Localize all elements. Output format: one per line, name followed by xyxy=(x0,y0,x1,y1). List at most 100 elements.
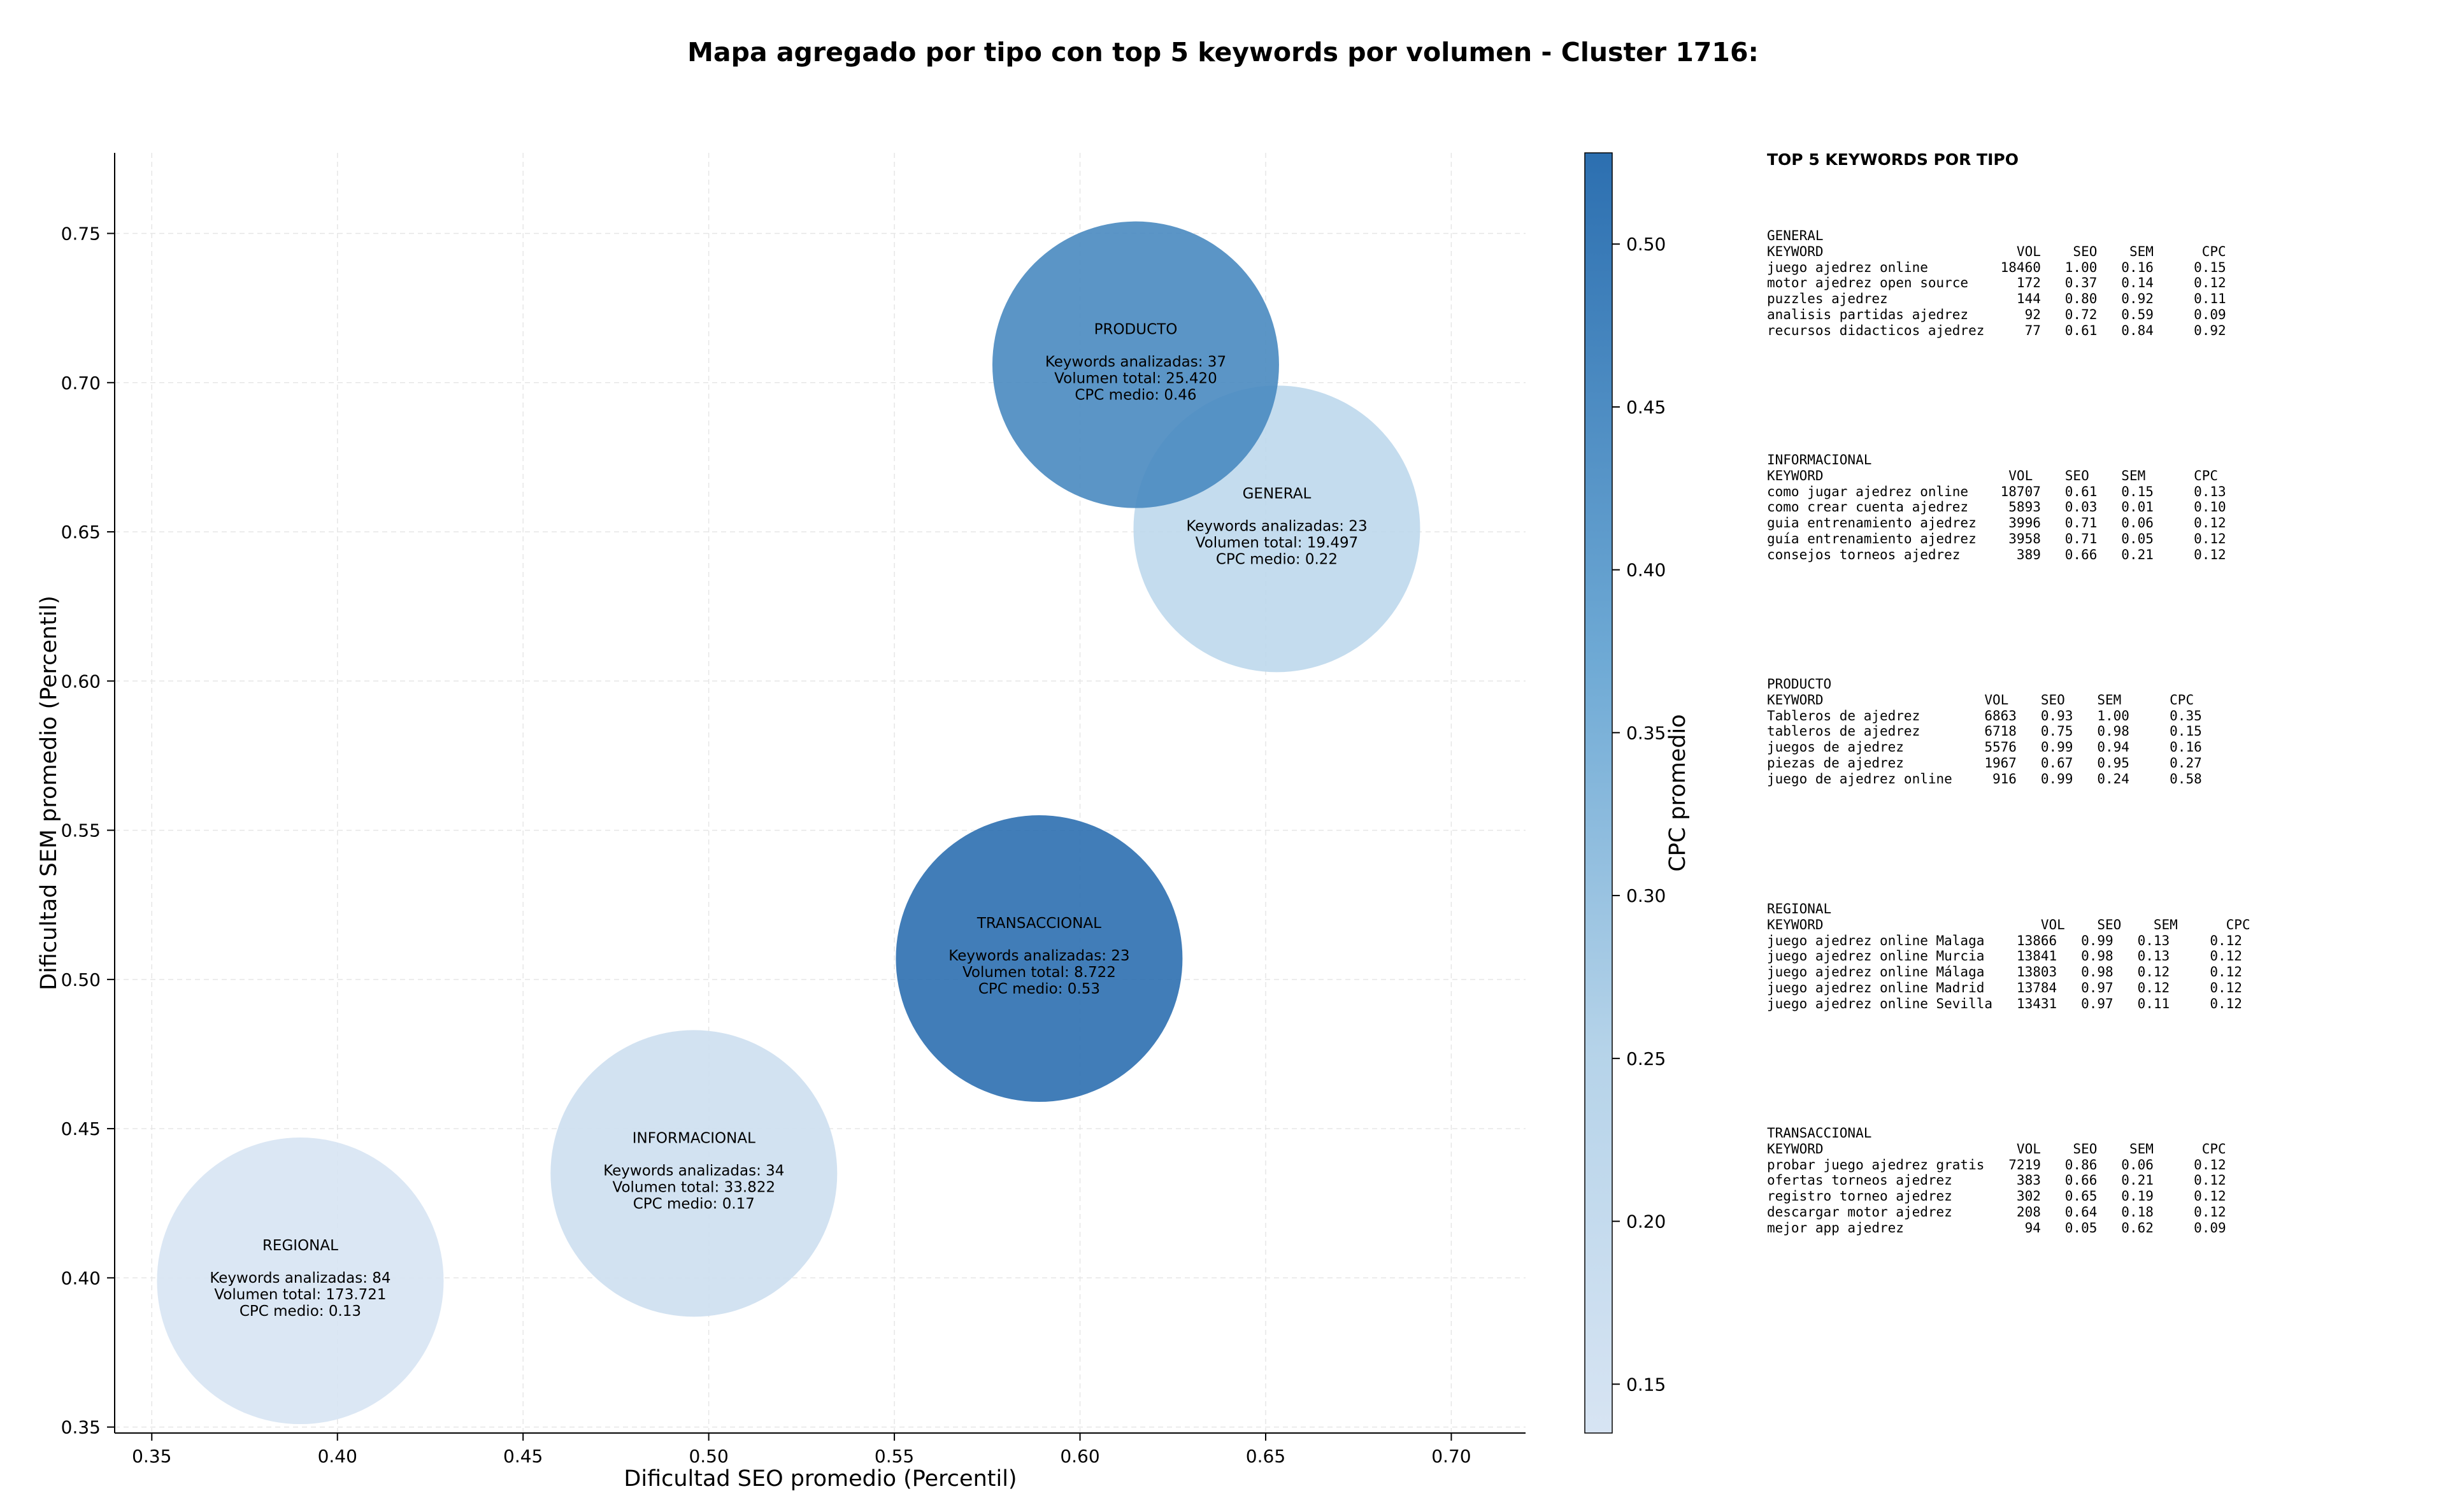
keyword-table-row: juego ajedrez online Murcia 13841 0.98 0… xyxy=(1767,948,2242,964)
colorbar-ticks: 0.15 0.20 0.25 0.30 0.35 0.40 0.45 0.50 xyxy=(1612,234,1666,1395)
keyword-table-row: recursos didacticos ajedrez 77 0.61 0.84… xyxy=(1767,322,2226,338)
bubble-label-cpc-label: CPC medio: 0.53 xyxy=(978,981,1100,997)
keyword-table-row: guía entrenamiento ajedrez 3958 0.71 0.0… xyxy=(1767,531,2226,546)
keyword-table-row: juego ajedrez online Malaga 13866 0.99 0… xyxy=(1767,932,2242,948)
y-tick-label: 0.55 xyxy=(61,820,101,841)
x-tick-label: 0.65 xyxy=(1246,1446,1285,1467)
keyword-table-row: descargar motor ajedrez 208 0.64 0.18 0.… xyxy=(1767,1204,2226,1220)
y-axis-label: Dificultad SEM promedio (Percentil) xyxy=(36,596,62,990)
y-ticks: 0.35 0.40 0.45 0.50 0.55 0.60 0.65 0.70 0.75 xyxy=(61,224,115,1438)
keyword-table-row: como jugar ajedrez online 18707 0.61 0.1… xyxy=(1767,483,2226,499)
keyword-table-row: juego ajedrez online Málaga 13803 0.98 0… xyxy=(1767,964,2242,980)
keyword-block-type: REGIONAL xyxy=(1767,901,1832,916)
bubble-label-name: INFORMACIONAL xyxy=(633,1130,755,1146)
x-ticks: 0.35 0.40 0.45 0.50 0.55 0.60 0.65 0.70 xyxy=(132,1433,1471,1467)
bubble-label-keywords-label: Keywords analizadas: 23 xyxy=(1186,518,1367,534)
x-axis-label: Dificultad SEO promedio (Percentil) xyxy=(624,1466,1017,1492)
y-tick-label: 0.50 xyxy=(61,969,101,990)
bubble-informacional xyxy=(550,1030,838,1317)
bubble-label-volume-label: Volumen total: 8.722 xyxy=(962,964,1116,981)
bubble-label-keywords-label: Keywords analizadas: 23 xyxy=(948,948,1129,964)
x-tick-label: 0.70 xyxy=(1431,1446,1471,1467)
x-tick-label: 0.35 xyxy=(132,1446,171,1467)
keyword-block-type: PRODUCTO xyxy=(1767,676,1832,692)
y-tick-label: 0.75 xyxy=(61,224,101,245)
bubble-label-keywords-label: Keywords analizadas: 84 xyxy=(210,1270,390,1287)
y-tick-label: 0.35 xyxy=(61,1417,101,1438)
bubble-label-keywords-label: Keywords analizadas: 37 xyxy=(1045,354,1226,371)
keyword-block-transaccional: TRANSACCIONAL KEYWORD VOL SEO SEM CPC prob… xyxy=(1767,1125,2226,1236)
keyword-block-producto: PRODUCTO KEYWORD VOL SEO SEM CPC Tableros … xyxy=(1767,676,2202,787)
colorbar-tick-label: 0.20 xyxy=(1626,1211,1666,1232)
panel-title: TOP 5 KEYWORDS POR TIPO xyxy=(1767,150,2019,169)
keyword-table-row: guia entrenamiento ajedrez 3996 0.71 0.0… xyxy=(1767,515,2226,531)
keyword-block-type: GENERAL xyxy=(1767,228,1824,243)
keyword-table-row: juego ajedrez online Madrid 13784 0.97 0… xyxy=(1767,980,2242,995)
y-tick-label: 0.70 xyxy=(61,373,101,394)
colorbar-tick-label: 0.15 xyxy=(1626,1374,1666,1395)
keyword-block-regional: REGIONAL KEYWORD VOL SEO SEM CPC juego aje… xyxy=(1767,901,2250,1012)
keyword-table-header: KEYWORD VOL SEO SEM CPC xyxy=(1767,243,2226,259)
keyword-table-row: como crear cuenta ajedrez 5893 0.03 0.01… xyxy=(1767,499,2226,515)
bubble-label-volume-label: Volumen total: 19.497 xyxy=(1196,534,1359,551)
colorbar-tick-label: 0.25 xyxy=(1626,1048,1666,1069)
bubble-regional xyxy=(157,1138,444,1425)
keyword-table-header: KEYWORD VOL SEO SEM CPC xyxy=(1767,692,2194,708)
chart-title: Mapa agregado por tipo con top 5 keyword… xyxy=(687,37,1759,68)
bubble-label-volume-label: Volumen total: 33.822 xyxy=(613,1179,776,1195)
x-tick-label: 0.50 xyxy=(689,1446,728,1467)
keyword-block-informacional: INFORMACIONAL KEYWORD VOL SEO SEM CPC como… xyxy=(1767,452,2226,563)
bubble-label-keywords-label: Keywords analizadas: 34 xyxy=(603,1162,784,1179)
keyword-table-row: Tableros de ajedrez 6863 0.93 1.00 0.35 xyxy=(1767,708,2202,724)
keyword-table-header: KEYWORD VOL SEO SEM CPC xyxy=(1767,916,2250,932)
keyword-table-row: juego ajedrez online Sevilla 13431 0.97 … xyxy=(1767,995,2242,1011)
y-tick-label: 0.65 xyxy=(61,522,101,543)
keyword-table-row: analisis partidas ajedrez 92 0.72 0.59 0… xyxy=(1767,306,2226,322)
keyword-table-row: juegos de ajedrez 5576 0.99 0.94 0.16 xyxy=(1767,739,2202,755)
x-tick-label: 0.40 xyxy=(318,1446,357,1467)
x-tick-label: 0.45 xyxy=(503,1446,543,1467)
x-tick-label: 0.55 xyxy=(875,1446,914,1467)
bubble-label-cpc-label: CPC medio: 0.22 xyxy=(1216,551,1338,567)
keyword-table-row: probar juego ajedrez gratis 7219 0.86 0.… xyxy=(1767,1157,2226,1173)
bubble-label-volume-label: Volumen total: 25.420 xyxy=(1054,371,1217,387)
keyword-block-general: GENERAL KEYWORD VOL SEO SEM CPC juego ajed… xyxy=(1767,228,2226,339)
keyword-table-row: puzzles ajedrez 144 0.80 0.92 0.11 xyxy=(1767,291,2226,307)
y-tick-label: 0.60 xyxy=(61,671,101,692)
bubbles xyxy=(157,221,1420,1425)
bubble-label-volume-label: Volumen total: 173.721 xyxy=(214,1287,386,1303)
keyword-block-type: TRANSACCIONAL xyxy=(1767,1125,1872,1141)
keyword-table-row: consejos torneos ajedrez 389 0.66 0.21 0… xyxy=(1767,546,2226,562)
keyword-table-row: mejor app ajedrez 94 0.05 0.62 0.09 xyxy=(1767,1220,2226,1236)
bubble-label-name: TRANSACCIONAL xyxy=(976,915,1101,932)
bubble-label-name: GENERAL xyxy=(1243,485,1312,502)
x-tick-label: 0.60 xyxy=(1060,1446,1099,1467)
colorbar-label: CPC promedio xyxy=(1665,714,1691,871)
keyword-table-row: ofertas torneos ajedrez 383 0.66 0.21 0.… xyxy=(1767,1173,2226,1188)
bubble-label-cpc-label: CPC medio: 0.17 xyxy=(633,1195,755,1212)
colorbar-tick-label: 0.40 xyxy=(1626,560,1666,581)
bubble-label-name: REGIONAL xyxy=(262,1237,338,1254)
keyword-table-header: KEYWORD VOL SEO SEM CPC xyxy=(1767,467,2219,483)
bubble-label-name: PRODUCTO xyxy=(1094,322,1178,338)
keyword-table-row: juego de ajedrez online 916 0.99 0.24 0.… xyxy=(1767,771,2202,787)
y-tick-label: 0.45 xyxy=(61,1118,101,1139)
keywords-panel: TOP 5 KEYWORDS POR TIPO GENERAL KEYWORD V… xyxy=(1767,150,2429,1236)
keyword-table-header: KEYWORD VOL SEO SEM CPC xyxy=(1767,1141,2226,1157)
colorbar-tick-label: 0.45 xyxy=(1626,397,1666,418)
colorbar-tick-label: 0.50 xyxy=(1626,234,1666,255)
keyword-block-type: INFORMACIONAL xyxy=(1767,452,1872,467)
colorbar-tick-label: 0.35 xyxy=(1626,722,1666,743)
colorbar xyxy=(1584,152,1613,1434)
keyword-table-row: juego ajedrez online 18460 1.00 0.16 0.1… xyxy=(1767,259,2226,275)
bubble-producto xyxy=(992,221,1279,508)
bubble-transaccional xyxy=(896,815,1183,1102)
grid-lines xyxy=(115,153,1526,1433)
keyword-table-row: registro torneo ajedrez 302 0.65 0.19 0.… xyxy=(1767,1188,2226,1204)
colorbar-tick-label: 0.30 xyxy=(1626,885,1666,906)
keyword-table-row: tableros de ajedrez 6718 0.75 0.98 0.15 xyxy=(1767,724,2202,739)
bubble-label-cpc-label: CPC medio: 0.46 xyxy=(1075,387,1196,404)
keyword-table-row: motor ajedrez open source 172 0.37 0.14 … xyxy=(1767,275,2226,291)
